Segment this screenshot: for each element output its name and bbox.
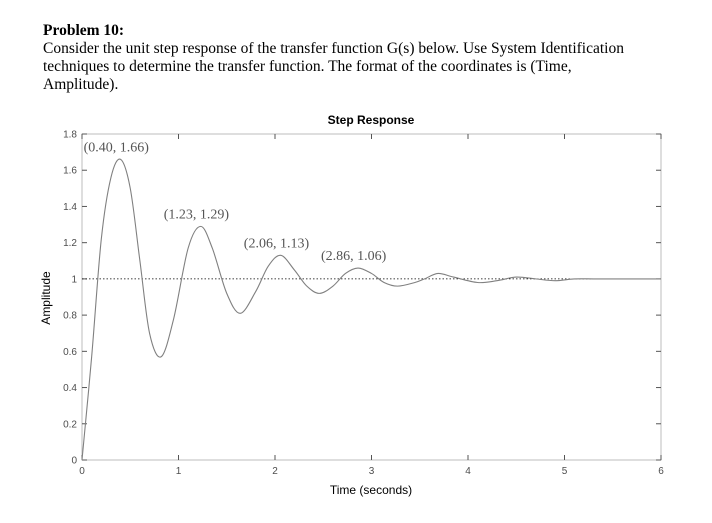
chart-title: Step Response (328, 113, 415, 127)
x-tick-label: 6 (658, 466, 664, 477)
problem-text: Problem 10: Consider the unit step respo… (43, 22, 693, 94)
y-axis-label: Amplitude (39, 271, 53, 325)
y-tick-label: 1.4 (63, 202, 77, 213)
y-tick-label: 1.2 (63, 238, 77, 249)
x-tick-label: 2 (272, 466, 278, 477)
x-axis-label: Time (seconds) (330, 483, 412, 497)
peak-annotation: (0.40, 1.66) (84, 140, 150, 155)
x-tick-label: 5 (562, 466, 568, 477)
y-tick-label: 1 (71, 274, 77, 285)
y-tick-label: 0.2 (63, 419, 77, 430)
problem-line-1: Consider the unit step response of the t… (43, 40, 624, 57)
y-tick-label: 0.6 (63, 347, 77, 358)
x-tick-label: 1 (176, 466, 182, 477)
problem-line-2: techniques to determine the transfer fun… (43, 58, 572, 75)
peak-annotation: (2.86, 1.06) (321, 249, 387, 264)
y-tick-label: 1.6 (63, 166, 77, 177)
y-tick-label: 0 (71, 456, 77, 467)
x-tick-label: 4 (465, 466, 471, 477)
problem-line-3: Amplitude). (43, 76, 119, 93)
y-tick-label: 0.4 (63, 383, 77, 394)
y-tick-label: 0.8 (63, 311, 77, 322)
y-tick-label: 1.8 (63, 130, 77, 141)
problem-heading: Problem 10: (43, 22, 125, 39)
x-tick-label: 0 (79, 466, 85, 477)
peak-annotation: (2.06, 1.13) (244, 236, 310, 251)
peak-annotation: (1.23, 1.29) (164, 207, 230, 222)
step-response-line (81, 158, 661, 461)
x-tick-label: 3 (369, 466, 375, 477)
plot-area-frame (81, 133, 662, 461)
